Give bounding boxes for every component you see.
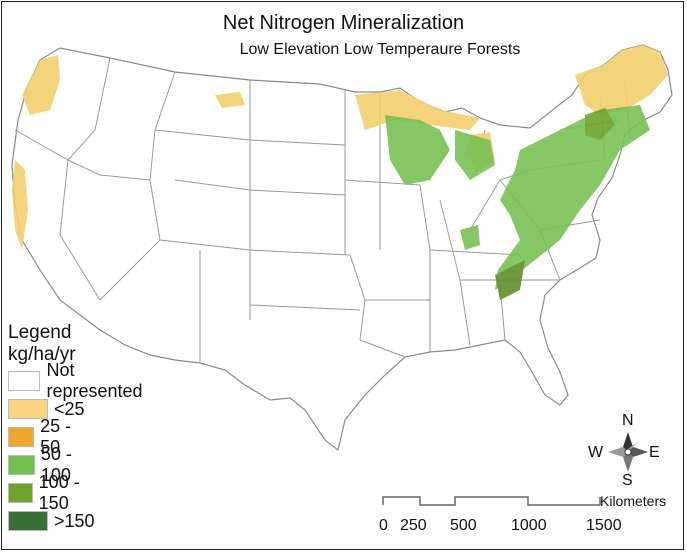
legend-item-gt150: >150 [8, 510, 95, 532]
legend-label: >150 [54, 510, 95, 531]
scale-tick: 0 [379, 517, 388, 534]
compass-north: N [622, 412, 634, 429]
compass-west: W [588, 444, 604, 461]
legend-item-lt25: <25 [8, 398, 85, 420]
legend-label: 50 - 100 [40, 444, 72, 485]
map-title: Net Nitrogen Mineralization [222, 12, 465, 34]
legend-swatch [8, 511, 48, 531]
scale-units: Kilometers [600, 493, 667, 509]
scale-tick: 500 [450, 517, 477, 534]
legend-item-50-100: 50 - 100 [8, 444, 84, 485]
scale-bar: Kilometers 0 250 500 1000 1500 [375, 490, 685, 540]
legend-heading: Legend [8, 322, 72, 343]
legend-item-not-represented: Not represented [8, 360, 150, 401]
legend-label: 100 - 150 [38, 472, 80, 513]
legend-item-25-50: 25 - 50 [8, 416, 76, 457]
legend-label: Not represented [46, 360, 143, 401]
legend-swatch [8, 483, 33, 503]
scale-tick: 1500 [586, 517, 622, 534]
scale-tick: 250 [400, 517, 427, 534]
legend-item-100-150: 100 - 150 [8, 472, 84, 513]
compass-east: E [649, 444, 660, 461]
legend-swatch [8, 455, 35, 475]
legend-swatch [8, 427, 35, 447]
legend: Legend kg/ha/yr Not represented <25 25 -… [8, 322, 143, 531]
map-subtitle: Low Elevation Low Temperaure Forests [239, 41, 521, 58]
legend-label: <25 [54, 398, 85, 419]
compass: N W E S [588, 412, 665, 489]
nitrogen-mid-areas [385, 105, 650, 300]
scale-bar-graphic [382, 496, 601, 506]
legend-swatch [8, 371, 41, 391]
legend-units: kg/ha/yr [8, 344, 76, 365]
legend-label: 25 - 50 [40, 416, 72, 457]
compass-south: S [622, 472, 633, 489]
legend-swatch [8, 399, 48, 419]
compass-rose [608, 432, 648, 472]
scale-tick: 1000 [511, 517, 547, 534]
